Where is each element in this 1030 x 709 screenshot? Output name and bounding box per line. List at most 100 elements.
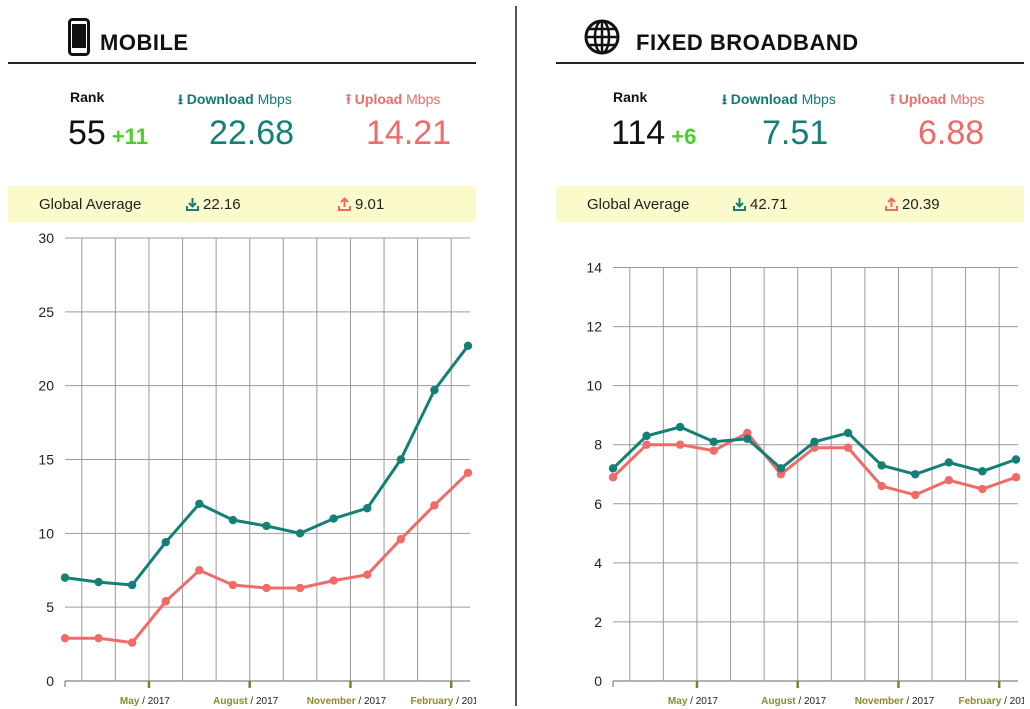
data-point-upload [978,484,987,494]
data-point-download [363,504,372,513]
data-point-download [911,470,920,479]
data-point-download [944,458,954,467]
x-tick-year: / 2018 [1001,696,1024,707]
y-tick-label: 20 [38,378,54,394]
data-point-upload [810,443,819,452]
mobile-download-value: 22.68 [209,114,295,152]
y-tick-label: 8 [594,437,602,453]
upload-icon [338,197,351,215]
x-tick-year: / 2017 [904,696,935,707]
fixed-upload-value: 6.88 [918,114,985,152]
mobile-download-unit: Mbps [257,91,292,107]
data-point-download [877,461,886,470]
x-tick-label: February / 2018 [411,696,476,707]
fixed-title: FIXED BROADBAND [636,30,859,55]
data-point-upload [642,440,651,449]
x-tick-year: / 2017 [248,696,279,707]
mobile-rank-change: +11 [111,124,148,149]
data-point-upload [843,443,853,452]
y-tick-label: 30 [38,230,54,246]
x-tick-month: November [307,696,356,707]
fixed-global-upload-value: 20.39 [902,196,940,213]
fixed-download-unit: Mbps [801,91,836,107]
data-point-upload [295,583,305,593]
fixed-rank-value: 114 +6 [611,114,696,153]
x-tick-label: November / 2017 [855,696,935,707]
x-tick-month: August [213,696,248,707]
data-point-download [463,341,473,350]
x-tick-label: February / 2018 [959,696,1024,707]
data-point-upload [911,490,920,500]
x-tick-label: November / 2017 [307,696,387,707]
x-tick-year: / 2018 [453,696,476,707]
data-point-download [675,422,685,432]
smartphone-icon [68,18,90,61]
mobile-global-upload-value: 9.01 [355,196,385,213]
fixed-rank: 114 [611,114,666,152]
upload-icon: ⭱ [346,91,351,107]
y-tick-label: 2 [594,614,602,630]
fixed-rank-change: +6 [671,124,697,149]
data-point-download [978,467,987,476]
series-line-download [64,344,470,587]
data-point-upload [608,473,618,482]
mobile-upload-unit: Mbps [406,91,441,107]
x-tick-year: / 2017 [356,696,387,707]
mobile-rank: 55 [68,114,106,152]
y-tick-label: 14 [586,260,602,276]
data-point-upload [161,597,170,606]
mobile-global-download: 22.16 [186,196,241,215]
y-tick-label: 15 [38,452,54,468]
y-tick-label: 4 [594,555,602,571]
data-point-download [810,437,819,446]
data-point-download [127,580,137,590]
data-point-upload [127,638,137,647]
fixed-global-average-bar: Global Average 42.71 20.39 [556,186,1024,222]
fixed-upload-unit: Mbps [950,91,985,107]
mobile-download-text: Download [186,91,254,107]
download-icon [186,197,199,215]
x-tick-month: November [855,696,904,707]
data-point-download [195,499,204,508]
x-tick-year: / 2017 [687,696,718,707]
panel-divider [515,6,517,706]
data-point-download [295,529,305,538]
data-point-upload [463,468,473,477]
data-point-download [743,434,752,444]
fixed-upload-text: Upload [898,91,947,107]
data-point-upload [1011,473,1021,482]
data-point-upload [743,428,752,438]
data-point-upload [776,470,786,479]
y-tick-label: 5 [46,599,54,615]
data-point-upload [262,583,271,593]
x-tick-month: May [668,696,688,707]
data-point-upload [709,446,718,455]
mobile-panel: MOBILE Rank ⭳ Download Mbps ⭱ Upload Mbp… [8,0,476,709]
fixed-global-download-value: 42.71 [750,196,788,213]
data-point-download [430,385,439,395]
download-icon: ⭳ [722,91,727,107]
fixed-global-upload: 20.39 [885,196,940,215]
mobile-global-upload: 9.01 [338,196,384,215]
data-point-download [1011,455,1021,464]
data-point-upload [430,501,439,510]
fixed-rank-label: Rank [613,89,648,105]
upload-icon [885,197,898,215]
data-point-upload [944,475,954,485]
mobile-global-average-bar: Global Average 22.16 9.01 [8,186,476,222]
fixed-global-download: 42.71 [733,196,788,215]
mobile-rank-label: Rank [70,89,105,105]
data-point-upload [228,580,238,590]
data-point-download [608,464,618,473]
x-tick-year: / 2017 [796,696,827,707]
y-tick-label: 6 [594,496,602,512]
mobile-title: MOBILE [100,30,189,55]
data-point-upload [195,566,204,575]
y-tick-label: 0 [594,673,602,689]
mobile-upload-value: 14.21 [366,114,452,152]
fixed-title-row: FIXED BROADBAND [556,14,1024,64]
x-tick-month: February [411,696,454,707]
data-point-download [642,431,651,441]
mobile-global-download-value: 22.16 [203,196,241,213]
